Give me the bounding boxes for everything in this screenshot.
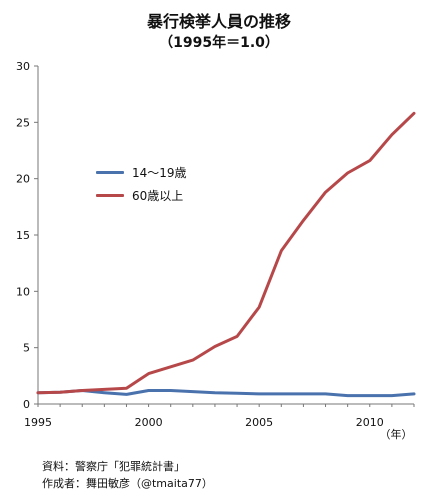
- y-tick-label: 5: [23, 342, 30, 355]
- x-tick-label: 2010: [356, 416, 384, 429]
- x-axis-label: （年）: [380, 427, 413, 441]
- legend-label-teen: 14〜19歳: [132, 165, 187, 180]
- y-tick-label: 20: [16, 173, 30, 186]
- legend-item-teen: 14〜19歳: [96, 163, 187, 181]
- author-note: 作成者：舞田敏彦（@tmaita77）: [42, 477, 213, 490]
- y-tick-label: 30: [16, 60, 30, 73]
- y-tick-label: 10: [16, 285, 30, 298]
- series-line-elderly: [36, 111, 416, 395]
- legend-swatch-teen: [96, 170, 124, 174]
- series-line-teen: [36, 389, 416, 398]
- legend-swatch-elderly: [96, 193, 124, 197]
- x-tick-label: 2005: [245, 416, 273, 429]
- chart-subtitle: （1995年＝1.0）: [159, 35, 279, 51]
- legend-label-elderly: 60歳以上: [132, 188, 184, 203]
- y-tick-label: 25: [16, 116, 30, 129]
- y-tick-label: 0: [23, 398, 30, 411]
- y-tick-label: 15: [16, 229, 30, 242]
- x-tick-label: 1995: [24, 416, 52, 429]
- chart-title: 暴行検挙人員の推移: [146, 12, 291, 31]
- x-tick-label: 2000: [135, 416, 163, 429]
- legend-item-elderly: 60歳以上: [96, 186, 183, 204]
- source-note: 資料：警察庁「犯罪統計書」: [42, 460, 185, 473]
